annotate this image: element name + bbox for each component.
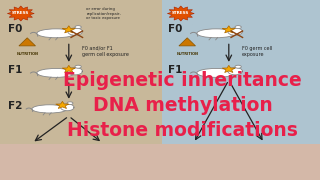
PathPatch shape xyxy=(222,65,236,73)
Ellipse shape xyxy=(197,29,235,38)
PathPatch shape xyxy=(7,6,34,21)
Text: F0 germ cell
exposure: F0 germ cell exposure xyxy=(242,46,272,57)
Ellipse shape xyxy=(75,26,81,29)
Ellipse shape xyxy=(242,71,243,72)
Text: STRESS: STRESS xyxy=(12,12,29,15)
PathPatch shape xyxy=(62,26,76,33)
PathPatch shape xyxy=(56,101,69,109)
Ellipse shape xyxy=(235,26,241,29)
Ellipse shape xyxy=(197,68,235,77)
Text: F0 and/or F1
germ cell exposure: F0 and/or F1 germ cell exposure xyxy=(82,46,128,57)
FancyBboxPatch shape xyxy=(162,0,320,180)
Text: F1: F1 xyxy=(168,65,182,75)
Ellipse shape xyxy=(82,71,83,72)
FancyBboxPatch shape xyxy=(0,0,158,180)
Text: NUTRITION: NUTRITION xyxy=(16,52,38,56)
Ellipse shape xyxy=(68,68,83,75)
Ellipse shape xyxy=(82,31,83,32)
Ellipse shape xyxy=(242,31,243,32)
Ellipse shape xyxy=(67,102,73,105)
Text: F2: F2 xyxy=(8,101,22,111)
Ellipse shape xyxy=(235,65,241,68)
Ellipse shape xyxy=(73,107,74,108)
Text: STRESS: STRESS xyxy=(172,12,189,15)
Ellipse shape xyxy=(60,104,74,111)
PathPatch shape xyxy=(167,6,194,21)
Text: F0: F0 xyxy=(8,24,22,34)
Ellipse shape xyxy=(228,68,243,75)
Ellipse shape xyxy=(68,28,83,35)
PathPatch shape xyxy=(62,65,76,73)
Text: NUTRITION: NUTRITION xyxy=(176,52,198,56)
Text: or error during
replication/repair,
or toxic exposure: or error during replication/repair, or t… xyxy=(86,7,121,20)
Ellipse shape xyxy=(37,29,75,38)
Text: F0: F0 xyxy=(168,24,182,34)
Ellipse shape xyxy=(75,65,81,68)
PathPatch shape xyxy=(222,26,236,33)
Text: F1: F1 xyxy=(8,65,22,75)
Ellipse shape xyxy=(32,105,67,113)
FancyBboxPatch shape xyxy=(0,144,320,180)
Text: DNA methylation: DNA methylation xyxy=(92,96,272,115)
Ellipse shape xyxy=(37,68,75,77)
Text: Epigenetic inheritance: Epigenetic inheritance xyxy=(63,71,302,90)
Text: Histone modifications: Histone modifications xyxy=(67,121,298,140)
Ellipse shape xyxy=(228,28,243,35)
